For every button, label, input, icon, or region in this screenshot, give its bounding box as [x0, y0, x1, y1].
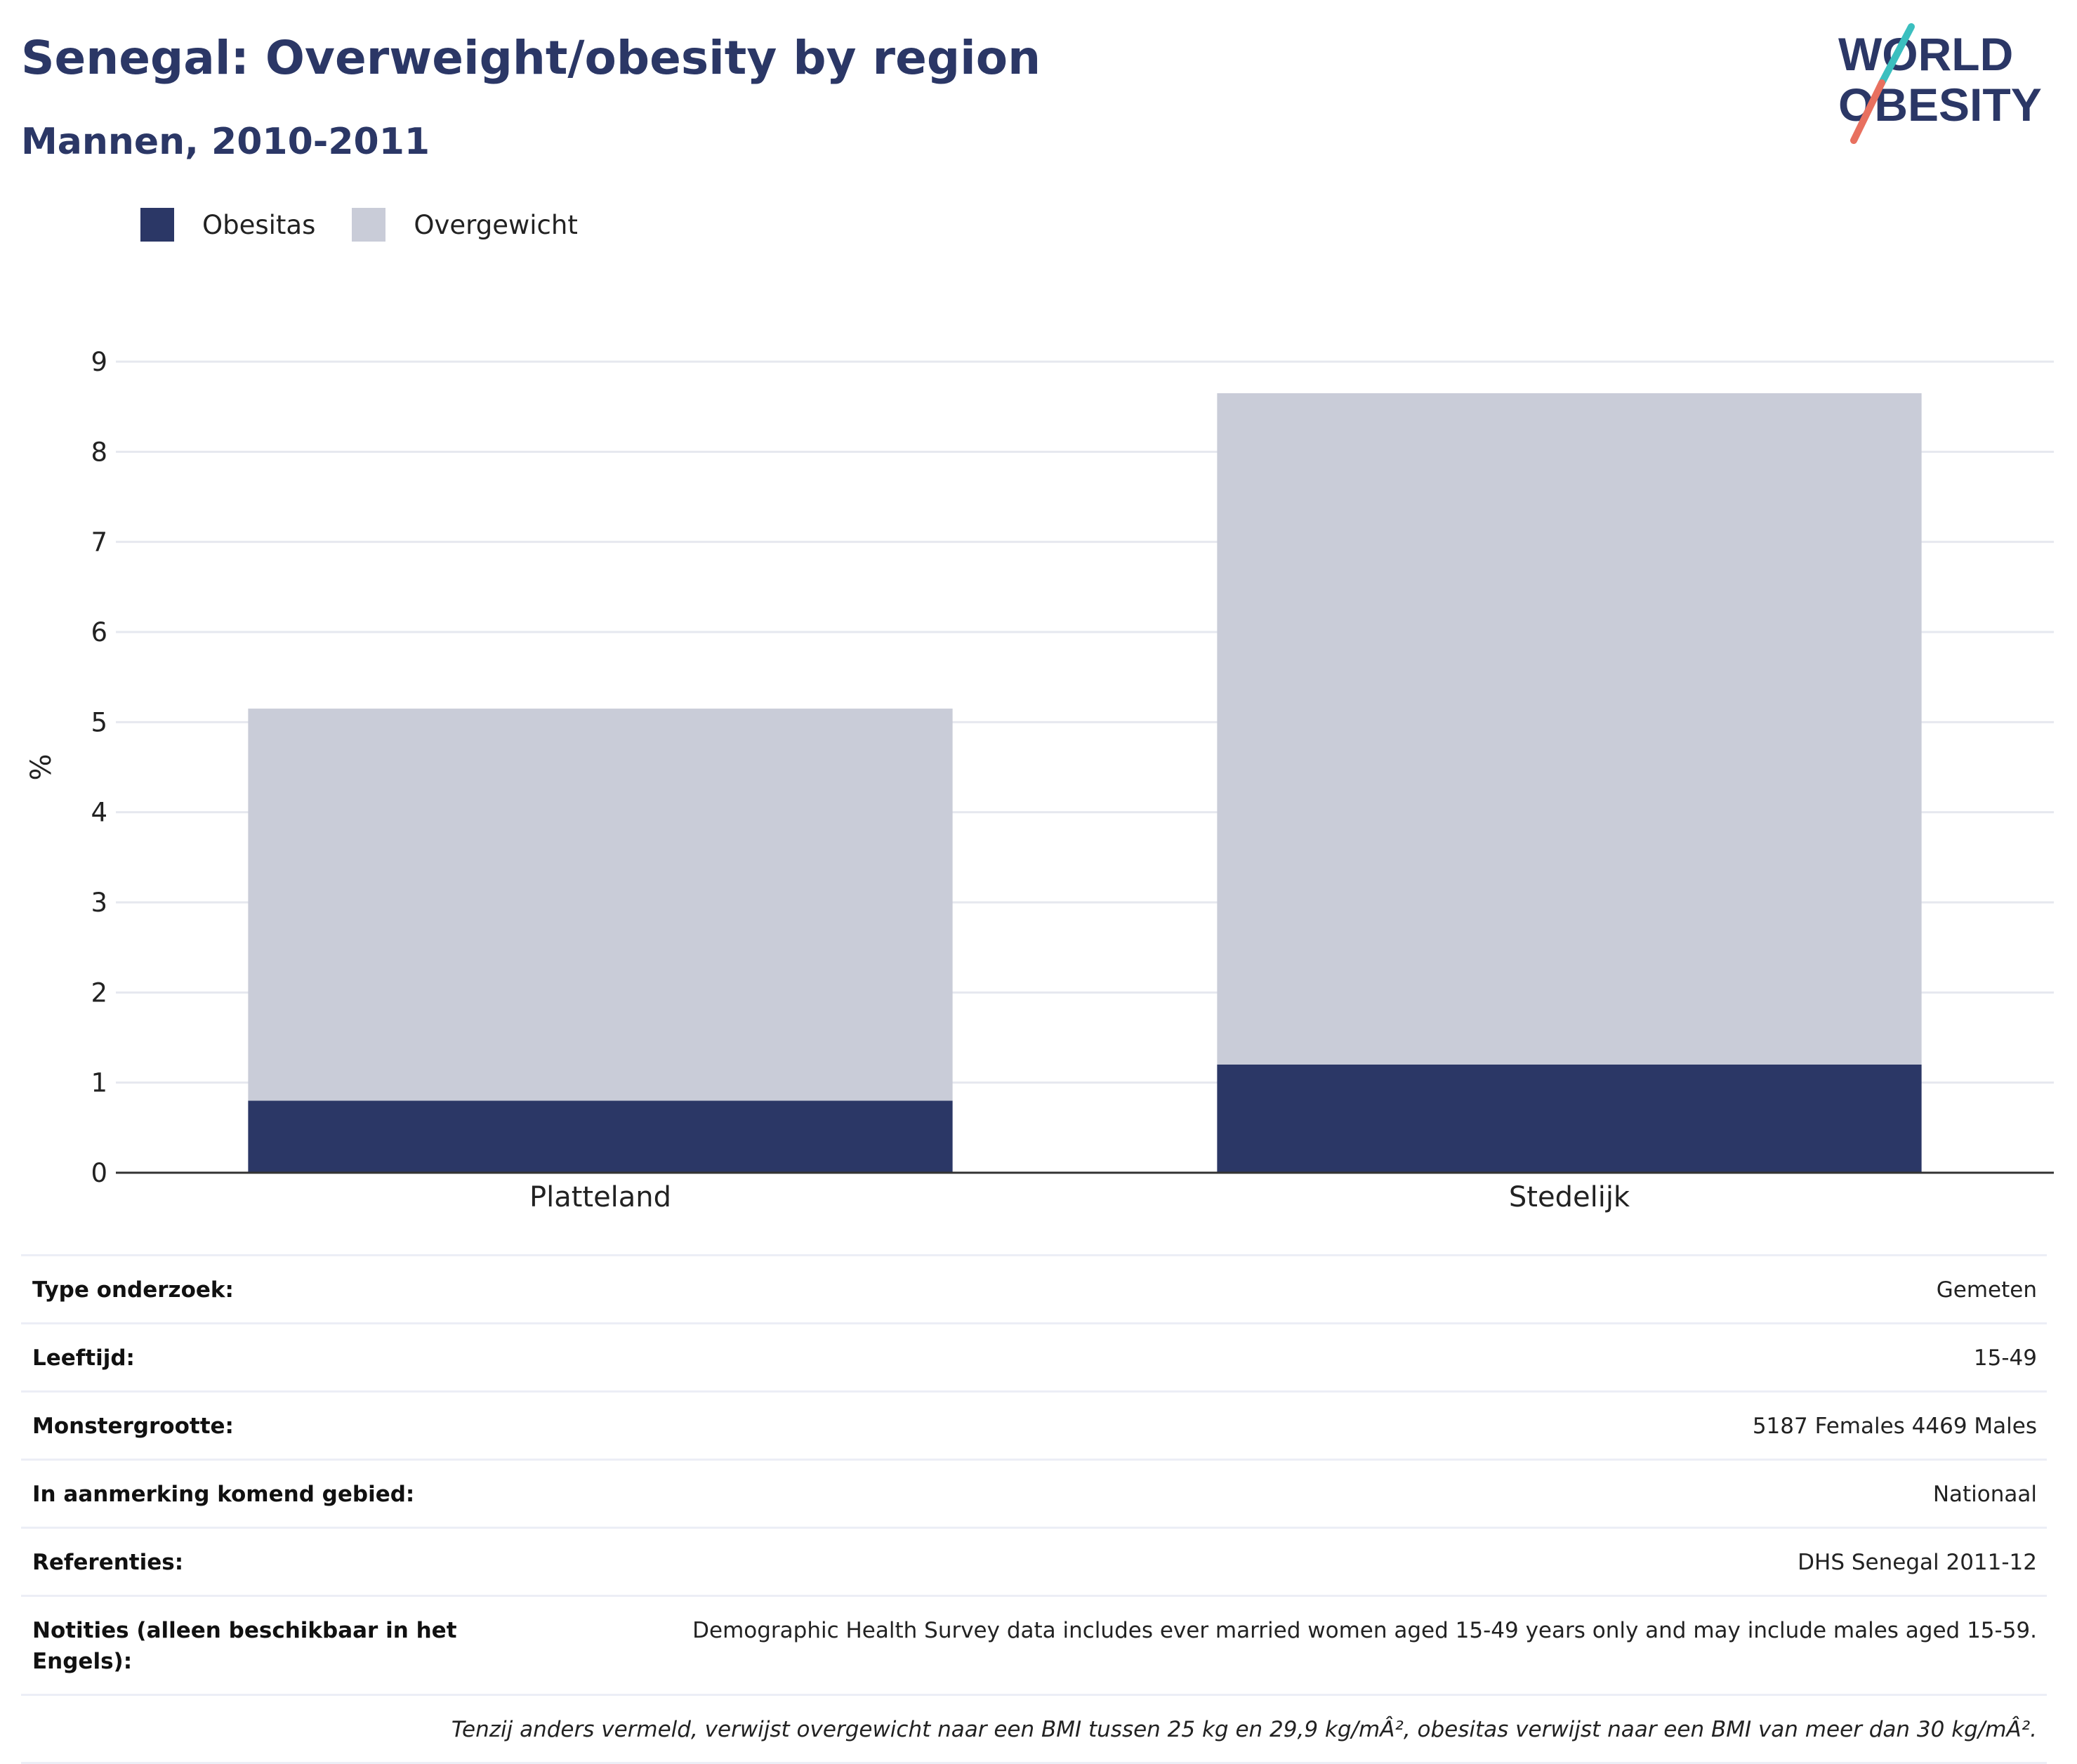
info-row-sample-size: Monstergrootte: 5187 Females 4469 Males — [21, 1390, 2047, 1459]
info-value: DHS Senegal 2011-12 — [1798, 1550, 2037, 1575]
world-obesity-logo: WORLD OBESITY — [1838, 23, 2042, 144]
info-value: Nationaal — [1932, 1482, 2037, 1507]
stacked-bar-chart: 0 1 2 3 4 5 6 7 8 9% Platteland Stedelijk — [25, 347, 2054, 1213]
info-row-references: Referenties: DHS Senegal 2011-12 — [21, 1527, 2047, 1595]
y-tick-label: 8 — [91, 437, 107, 467]
legend-swatch-obesitas — [140, 208, 174, 242]
y-tick-label: 1 — [91, 1068, 107, 1098]
legend-swatch-overgewicht — [352, 208, 386, 242]
bar-overgewicht-platteland — [248, 709, 953, 1101]
y-tick-label: 7 — [91, 527, 107, 558]
x-tick-label: Platteland — [529, 1181, 671, 1213]
legend-label-obesitas: Obesitas — [202, 209, 316, 240]
y-tick-label: 2 — [91, 978, 107, 1008]
y-tick-label: 3 — [91, 888, 107, 918]
y-axis-title: % — [25, 753, 58, 780]
chart-subtitle: Mannen, 2010-2011 — [21, 121, 430, 163]
footnote: Tenzij anders vermeld, verwijst overgewi… — [451, 1717, 2037, 1742]
info-value: Demographic Health Survey data includes … — [692, 1618, 2037, 1643]
info-value: Gemeten — [1936, 1277, 2037, 1303]
info-label: In aanmerking komend gebied: — [32, 1482, 415, 1507]
x-tick-label: Stedelijk — [1509, 1181, 1630, 1213]
bar-obesitas-stedelijk — [1217, 1065, 1922, 1173]
info-label: Type onderzoek: — [32, 1277, 234, 1303]
info-label: Referenties: — [32, 1550, 184, 1575]
info-row-area: In aanmerking komend gebied: Nationaal — [21, 1459, 2047, 1527]
y-tick-label: 4 — [91, 798, 107, 828]
legend-item-overgewicht[interactable]: Overgewicht — [352, 208, 578, 242]
y-tick-label: 5 — [91, 707, 107, 737]
y-tick-label: 6 — [91, 617, 107, 647]
info-label: Leeftijd: — [32, 1345, 135, 1371]
chart-title: Senegal: Overweight/obesity by region — [21, 31, 1041, 85]
bar-overgewicht-stedelijk — [1217, 393, 1922, 1065]
info-value: 15-49 — [1973, 1345, 2037, 1371]
info-row-type: Type onderzoek: Gemeten — [21, 1254, 2047, 1322]
chart-legend: Obesitas Overgewicht — [140, 208, 614, 242]
bar-obesitas-platteland — [248, 1100, 953, 1173]
info-row-age: Leeftijd: 15-49 — [21, 1322, 2047, 1390]
y-tick-label: 0 — [91, 1158, 107, 1188]
footnote-row: Tenzij anders vermeld, verwijst overgewi… — [21, 1694, 2047, 1764]
legend-label-overgewicht: Overgewicht — [414, 209, 578, 240]
legend-item-obesitas[interactable]: Obesitas — [140, 208, 315, 242]
info-label: Notities (alleen beschikbaar in het Enge… — [32, 1618, 457, 1674]
info-row-notes: Notities (alleen beschikbaar in het Enge… — [21, 1595, 2047, 1694]
info-label: Monstergrootte: — [32, 1414, 234, 1439]
info-value: 5187 Females 4469 Males — [1752, 1414, 2037, 1439]
y-tick-label: 9 — [91, 347, 107, 377]
survey-info-table: Type onderzoek: Gemeten Leeftijd: 15-49 … — [21, 1254, 2047, 1764]
svg-text:WORLD: WORLD — [1838, 28, 2013, 80]
